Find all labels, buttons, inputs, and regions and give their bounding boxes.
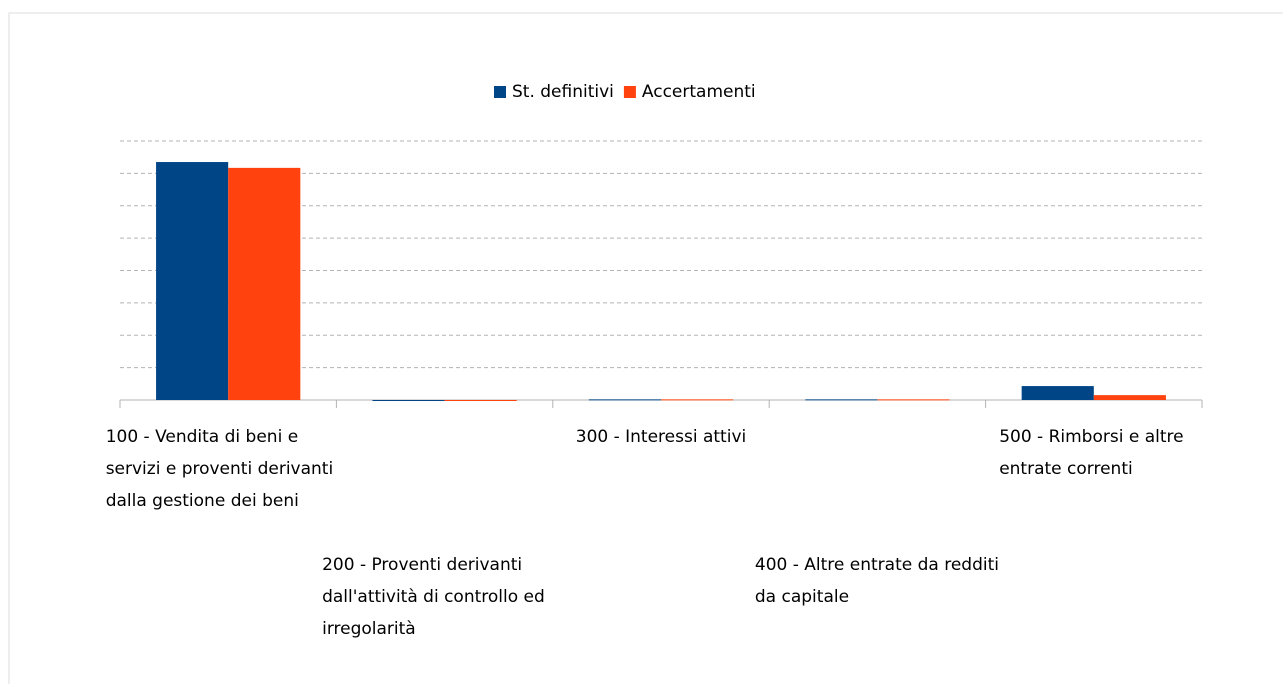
legend-swatch [623,86,636,98]
bar [372,400,445,401]
x-tick-label: 500 - Rimborsi e altre entrate correnti [999,427,1184,479]
x-tick-label: 100 - Vendita di beni e servizi e proven… [105,427,334,511]
legend-label: Accertamenti [642,82,756,102]
bar [877,399,950,401]
bar [1093,395,1166,400]
bar [661,399,734,401]
bar [444,400,517,401]
bar [805,399,878,401]
bar [1021,386,1094,400]
legend-label: St. definitivi [512,82,614,102]
bar [228,167,301,400]
x-tick-label: 200 - Proventi derivanti dall'attività d… [322,555,545,639]
x-tick-label: 400 - Altre entrate da redditi da capita… [754,555,999,607]
bar [156,162,229,400]
bar [588,399,661,401]
x-tick-label: 300 - Interessi attivi [575,427,747,447]
legend-swatch [494,86,506,98]
